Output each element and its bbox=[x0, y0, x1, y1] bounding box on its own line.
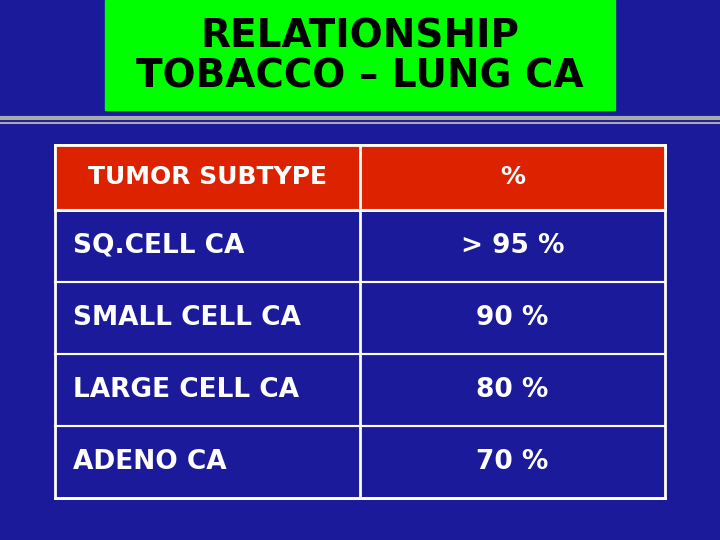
Text: ADENO CA: ADENO CA bbox=[73, 449, 227, 475]
Text: TUMOR SUBTYPE: TUMOR SUBTYPE bbox=[88, 165, 327, 190]
Text: 80 %: 80 % bbox=[477, 377, 549, 403]
Text: SMALL CELL CA: SMALL CELL CA bbox=[73, 305, 301, 331]
Text: 90 %: 90 % bbox=[477, 305, 549, 331]
Text: 70 %: 70 % bbox=[477, 449, 549, 475]
Text: SQ.CELL CA: SQ.CELL CA bbox=[73, 233, 244, 259]
Text: LARGE CELL CA: LARGE CELL CA bbox=[73, 377, 299, 403]
Text: RELATIONSHIP: RELATIONSHIP bbox=[200, 18, 520, 56]
FancyBboxPatch shape bbox=[105, 0, 615, 110]
Text: > 95 %: > 95 % bbox=[461, 233, 564, 259]
FancyBboxPatch shape bbox=[55, 145, 665, 210]
Text: %: % bbox=[500, 165, 525, 190]
Text: TOBACCO – LUNG CA: TOBACCO – LUNG CA bbox=[136, 58, 584, 96]
FancyBboxPatch shape bbox=[55, 145, 665, 498]
